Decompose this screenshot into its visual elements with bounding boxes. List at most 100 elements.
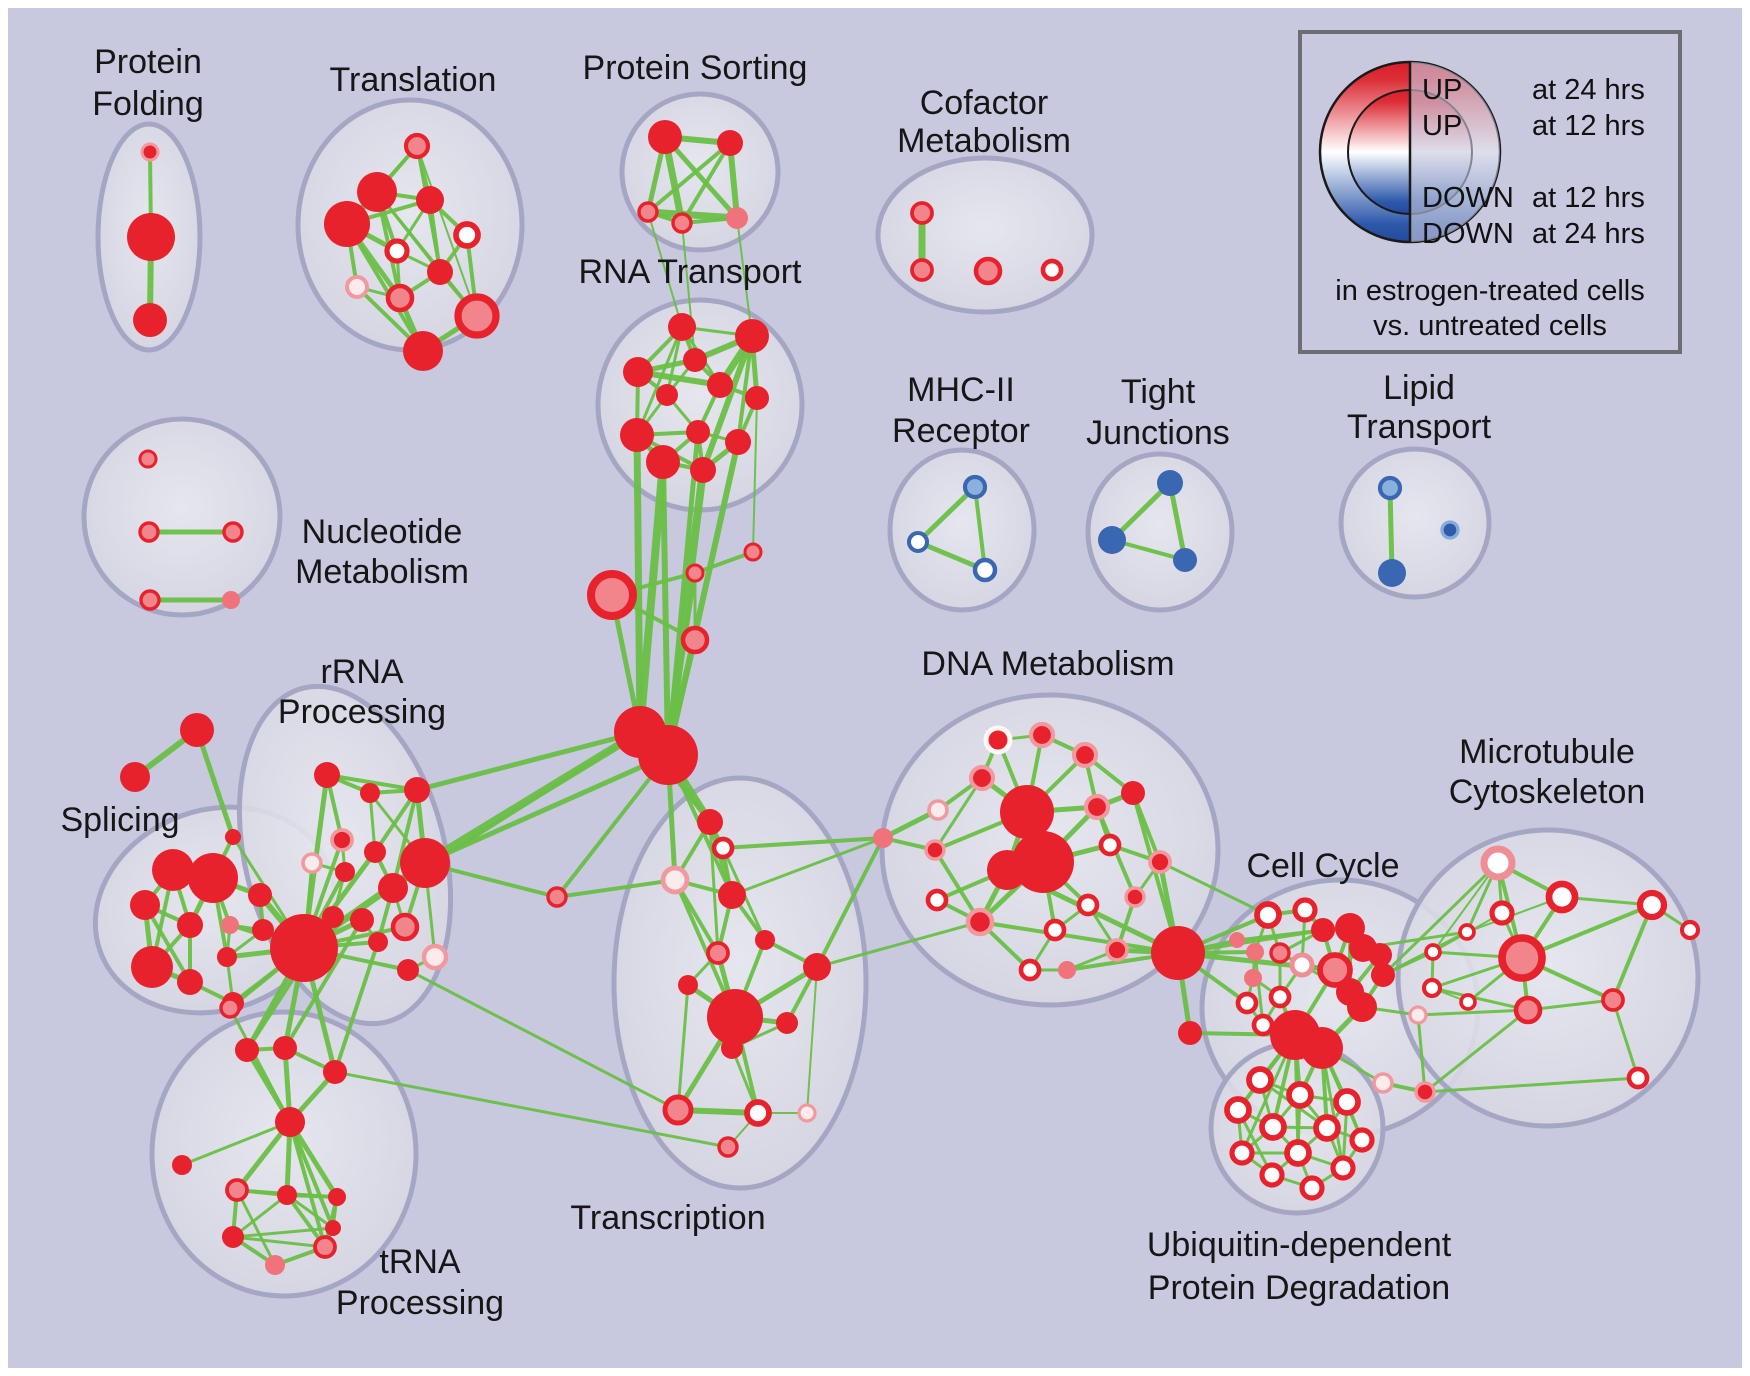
network-node	[646, 445, 680, 479]
network-node	[1330, 1155, 1356, 1181]
network-node	[427, 259, 453, 285]
network-node	[1679, 919, 1701, 941]
network-node	[1349, 1127, 1375, 1153]
network-node	[235, 1038, 259, 1062]
network-edge	[644, 208, 741, 222]
network-edge	[1430, 986, 1530, 1012]
network-node	[707, 372, 733, 398]
network-node	[1229, 1140, 1255, 1166]
cluster-label-splicing: Splicing	[60, 801, 179, 839]
network-node	[1229, 932, 1245, 948]
network-node	[803, 953, 831, 981]
network-edge	[414, 729, 643, 793]
network-node	[1317, 952, 1353, 988]
network-edge	[231, 1235, 327, 1249]
network-node	[130, 890, 160, 920]
network-edge	[1381, 861, 1500, 977]
network-node	[275, 1107, 305, 1137]
network-node	[671, 212, 693, 234]
network-edge	[422, 752, 671, 866]
network-edge	[700, 333, 755, 473]
network-node	[131, 946, 173, 988]
network-node	[421, 943, 449, 971]
network-node	[745, 386, 769, 410]
network-node	[1173, 548, 1197, 572]
network-node	[1311, 918, 1335, 942]
network-node	[717, 1136, 739, 1158]
network-edge	[1423, 1076, 1640, 1094]
network-edge	[1416, 1013, 1427, 1094]
network-edge	[676, 983, 690, 1112]
network-node	[1498, 934, 1546, 982]
cluster-label-nucleotide-metabolism: Nucleotide	[302, 513, 463, 551]
network-node	[120, 762, 150, 792]
network-edge	[325, 773, 419, 792]
network-node	[138, 521, 160, 543]
cluster-label-ubiquitin-degradation: Ubiquitin-dependent	[1147, 1226, 1452, 1264]
network-node	[322, 906, 344, 928]
cluster-label-tight-junctions: Tight	[1121, 373, 1196, 411]
network-node	[1224, 1096, 1252, 1124]
network-node	[221, 916, 239, 934]
cluster-label-trna-processing: Processing	[336, 1284, 504, 1322]
network-node	[1157, 470, 1183, 496]
network-node	[1018, 958, 1042, 982]
legend: UP at 24 hrs UP at 12 hrs DOWN at 12 hrs DOWN a…	[1298, 30, 1682, 354]
network-node	[385, 283, 415, 313]
network-edge	[815, 920, 982, 969]
network-edge	[736, 217, 753, 337]
network-edge	[681, 222, 696, 361]
network-node	[973, 256, 1003, 286]
network-node	[906, 530, 930, 554]
network-node	[1313, 1114, 1341, 1142]
network-node	[1284, 1139, 1312, 1167]
network-edge	[288, 1120, 327, 1249]
network-edge	[806, 966, 818, 1114]
network-node	[1105, 938, 1129, 962]
cluster-ellipse-mhc-ii-receptor	[887, 447, 1037, 613]
network-edge	[231, 1226, 335, 1239]
network-edge	[815, 836, 885, 969]
network-node	[328, 1188, 346, 1206]
network-node	[1347, 992, 1377, 1022]
network-node	[1000, 785, 1054, 839]
network-node	[983, 725, 1013, 755]
network-edge	[915, 484, 978, 545]
network-edge	[555, 878, 677, 899]
cluster-ellipse-tight-junctions	[1085, 451, 1235, 613]
network-node	[378, 873, 408, 903]
cluster-ellipse-protein-sorting	[619, 91, 781, 253]
network-edge	[633, 431, 644, 736]
network-node	[1286, 1081, 1314, 1109]
cluster-label-trna-processing: tRNA	[379, 1243, 461, 1281]
cluster-label-ubiquitin-degradation: Protein Degradation	[1148, 1269, 1450, 1307]
network-node	[357, 172, 397, 212]
network-node	[925, 888, 949, 912]
network-node	[180, 713, 214, 747]
cluster-label-cell-cycle: Cell Cycle	[1246, 847, 1399, 885]
network-node	[152, 849, 194, 891]
legend-direction-label: DOWN	[1422, 218, 1514, 250]
network-node	[1235, 991, 1259, 1015]
network-node	[972, 557, 998, 583]
network-node	[330, 828, 354, 852]
network-node	[744, 1099, 772, 1127]
network-node	[1254, 901, 1282, 929]
network-node	[140, 142, 160, 162]
network-edge	[416, 145, 478, 317]
network-node	[648, 120, 682, 154]
network-node	[368, 932, 388, 952]
network-node	[335, 862, 355, 882]
cluster-ellipse-microtubule-cytoskeleton	[1395, 827, 1701, 1129]
network-node	[1372, 1072, 1394, 1094]
network-edge	[646, 141, 732, 214]
network-node	[587, 570, 637, 620]
cluster-label-nucleotide-metabolism: Metabolism	[295, 553, 469, 591]
network-node	[637, 201, 659, 223]
network-node	[273, 1036, 297, 1060]
network-edge	[406, 968, 680, 1112]
network-node	[1378, 559, 1406, 587]
legend-footnote: in estrogen-treated cells	[1335, 275, 1645, 307]
cluster-label-protein-sorting: Protein Sorting	[583, 49, 808, 87]
network-node	[910, 201, 934, 225]
